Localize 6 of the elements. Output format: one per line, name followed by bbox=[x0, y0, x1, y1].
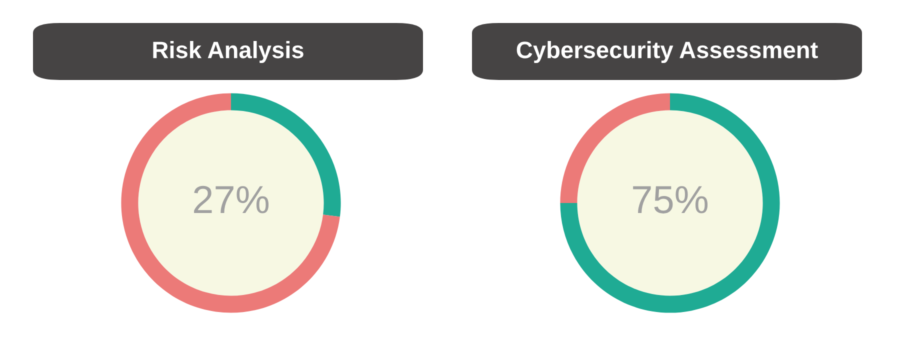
donut-slice bbox=[560, 93, 780, 313]
data-label: 75% bbox=[633, 186, 708, 214]
data-label: 27% bbox=[194, 186, 269, 214]
chart-title: Cybersecurity Assessment bbox=[516, 40, 818, 64]
donut-slice bbox=[121, 93, 340, 313]
chart-title: Risk Analysis bbox=[153, 40, 304, 64]
